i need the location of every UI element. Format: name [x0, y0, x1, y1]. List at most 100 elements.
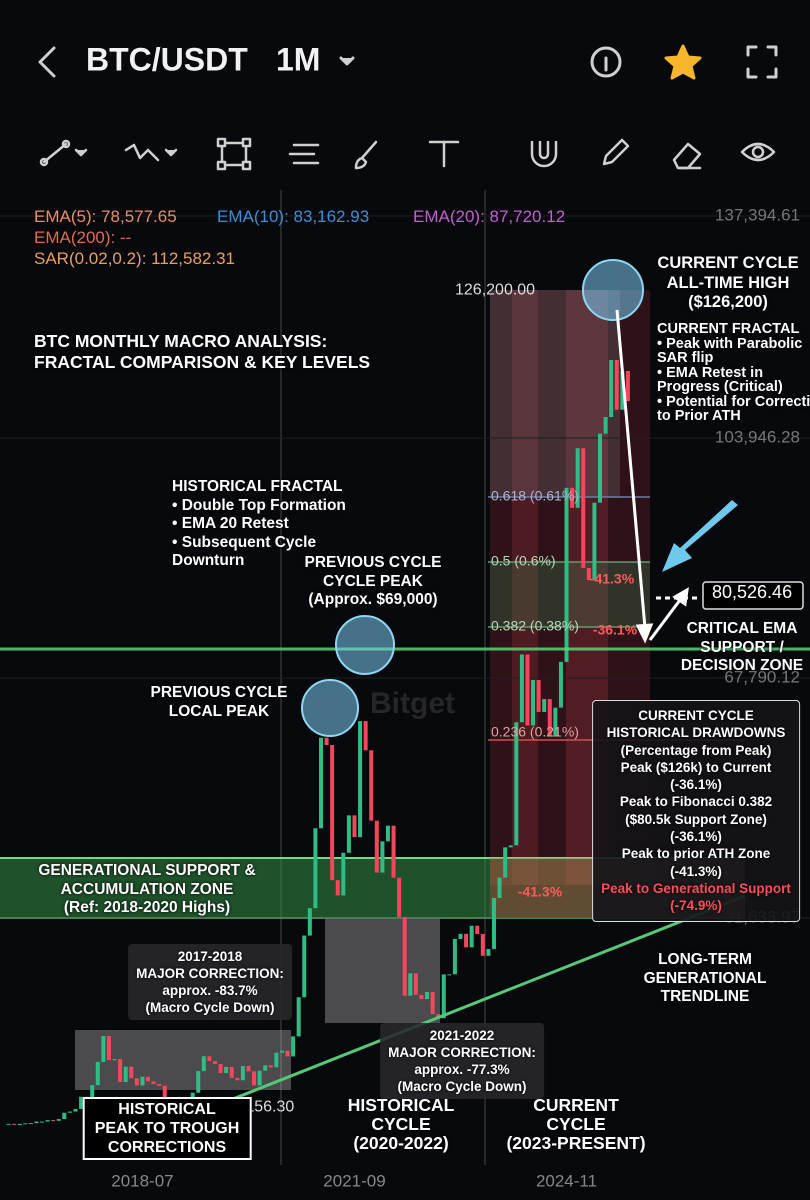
price-label: 126,200.00 — [455, 282, 535, 299]
annotation-line: GENERATIONAL SUPPORT & — [38, 862, 256, 879]
fib-zone — [490, 562, 650, 627]
eraser-tool[interactable] — [672, 142, 702, 170]
candle — [101, 1036, 106, 1062]
candle — [79, 1096, 84, 1109]
annotation-line: • EMA 20 Retest — [172, 515, 289, 532]
annotation-line: (-36.1%) — [670, 777, 722, 793]
annotation-line: Peak ($126k) to Current — [620, 759, 772, 775]
candle — [430, 991, 435, 1015]
interval[interactable]: 1M — [276, 41, 320, 77]
annotation: CURRENT CYCLE HISTORICAL DRAWDOWNS (Percen… — [592, 700, 800, 922]
annotation-line: (-36.1%) — [670, 829, 722, 845]
annotation-line: (-41.3%) — [670, 863, 722, 879]
annotation-line: 2021-2022 — [429, 1028, 495, 1043]
candle — [363, 721, 368, 751]
annotation-line: CURRENT — [533, 1095, 619, 1115]
annotation-line: LONG-TERM — [658, 951, 752, 968]
candle — [408, 973, 413, 996]
candle — [503, 847, 508, 878]
symbol[interactable]: BTC/USDT — [86, 41, 248, 77]
candle — [480, 933, 485, 956]
annotation-line: ALL-TIME HIGH — [666, 273, 790, 292]
parallel-tool[interactable] — [288, 143, 320, 165]
text-tool[interactable] — [428, 140, 460, 168]
candle — [519, 654, 524, 723]
candle — [28, 1123, 33, 1125]
annotation: HISTORICAL PEAK TO TROUGH CORRECTIONS — [82, 1097, 252, 1160]
candle — [341, 852, 346, 896]
shape-tool[interactable] — [216, 137, 252, 171]
candle — [425, 991, 430, 1000]
annotation-line: PEAK TO TROUGH — [94, 1120, 240, 1137]
wave-tool[interactable] — [124, 143, 178, 162]
annotation-line: (2023-PRESENT) — [506, 1133, 646, 1153]
annotation-line: CYCLE PEAK — [323, 572, 423, 590]
x-tick-label: 2021-09 — [323, 1171, 385, 1190]
annotation: GENERATIONAL SUPPORT & ACCUMULATION ZONE(… — [38, 862, 255, 918]
y-tick-label: 103,946.28 — [715, 428, 800, 447]
brush-tool[interactable] — [354, 140, 378, 170]
indicator-value: SAR(0.02,0.2): 112,582.31 — [34, 249, 235, 268]
candle — [212, 1061, 217, 1065]
candle — [564, 487, 569, 662]
annotation-line: 2017-2018 — [177, 949, 243, 964]
annotation-line: HISTORICAL — [347, 1095, 455, 1115]
fib-label: 0.382 (0.38%) — [491, 618, 579, 634]
candle — [285, 1050, 290, 1057]
annotation: 2017-2018 MAJOR CORRECTION: approx. -83.7%… — [128, 944, 292, 1020]
annotation-line: CURRENT FRACTAL — [657, 321, 800, 337]
annotation-line: SUPPORT / — [700, 638, 784, 656]
candle — [542, 699, 547, 712]
annotation: LONG-TERM GENERATIONAL TRENDLINE — [644, 951, 767, 1007]
annotation-line: SAR flip — [657, 350, 714, 366]
candle — [419, 994, 424, 1000]
candle — [614, 359, 619, 410]
dropdown-arrow[interactable] — [339, 56, 355, 66]
annotation-line: (Macro Cycle Down) — [145, 1000, 275, 1015]
annotation-line: Peak to prior ATH Zone — [621, 846, 771, 862]
candle — [146, 1076, 151, 1082]
candle — [525, 654, 530, 726]
annotation-line: (Macro Cycle Down) — [397, 1079, 527, 1094]
visibility-tool[interactable] — [740, 142, 776, 162]
candle — [374, 820, 379, 873]
indicator-value: EMA(10): 83,162.93 — [217, 207, 370, 226]
watermark: Bitget — [370, 687, 455, 720]
candle — [536, 680, 541, 712]
back-button[interactable] — [38, 46, 56, 78]
annotation-line: Peak to Generational Support — [601, 880, 791, 896]
candle — [497, 877, 502, 899]
chart-overlays — [0, 259, 810, 1114]
candle — [235, 1077, 240, 1081]
candle — [224, 1066, 229, 1073]
annotation-line: to Prior ATH — [657, 408, 741, 424]
candle — [475, 925, 480, 934]
candle — [218, 1064, 223, 1073]
price-tag — [702, 581, 804, 610]
annotation-line: • Potential for Correction — [657, 393, 810, 410]
candle — [508, 845, 513, 848]
candle — [67, 1111, 72, 1113]
candle — [274, 1052, 279, 1068]
candle — [40, 1121, 44, 1123]
candle — [51, 1120, 56, 1122]
info-button[interactable] — [590, 46, 622, 78]
candle — [23, 1123, 28, 1125]
fullscreen-button[interactable] — [746, 45, 778, 79]
line-tool[interactable] — [39, 139, 88, 167]
annotation-line: • Subsequent Cycle — [172, 533, 317, 551]
candle — [592, 502, 597, 581]
annotation: BTC MONTHLY MACRO ANALYSIS: FRACTAL COMPA… — [34, 331, 370, 373]
annotation: CURRENT CYCLE (2023-PRESENT) — [506, 1096, 645, 1153]
candle — [335, 880, 340, 896]
fib-label: 0.618 (0.61%) — [491, 488, 579, 504]
pencil-tool[interactable] — [602, 138, 630, 166]
annotation-line: Progress (Critical) — [657, 379, 783, 395]
candle — [413, 973, 418, 995]
magnet-tool[interactable] — [530, 140, 558, 168]
annotation-line: DECISION ZONE — [680, 657, 804, 674]
candle — [6, 1123, 11, 1125]
favorite-star[interactable] — [664, 44, 702, 80]
candle — [134, 1078, 139, 1086]
annotation-line: (-74.9%) — [670, 898, 722, 914]
